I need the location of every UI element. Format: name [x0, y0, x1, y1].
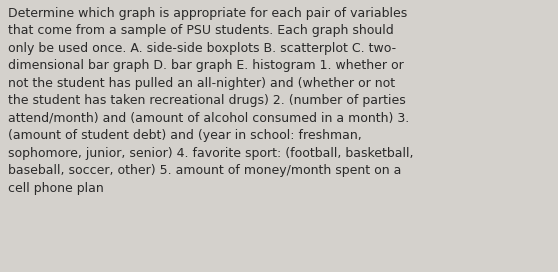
- Text: Determine which graph is appropriate for each pair of variables
that come from a: Determine which graph is appropriate for…: [8, 7, 414, 195]
